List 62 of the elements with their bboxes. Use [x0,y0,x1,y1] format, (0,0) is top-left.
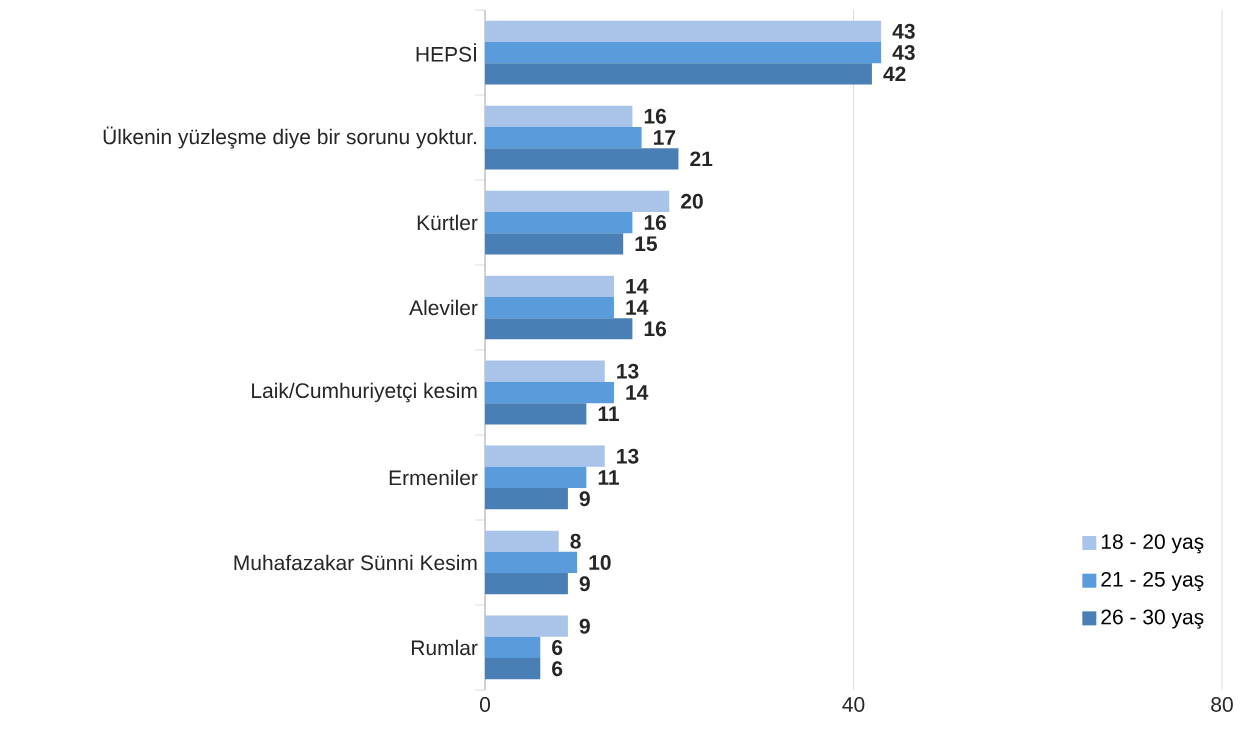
bar [485,381,614,404]
bar [485,530,559,552]
bar [485,296,614,319]
data-label: 16 [644,321,667,337]
bar [485,63,872,85]
bar [485,360,605,382]
bar [485,190,670,212]
data-label: 42 [883,66,906,82]
data-label: 43 [892,45,915,60]
data-label: 16 [644,215,667,230]
bar [485,615,568,637]
y-tick-label: Aleviler [409,299,478,316]
data-label: 15 [635,236,657,252]
data-label: 9 [579,491,590,507]
data-label: 10 [589,555,611,570]
legend-label: 18 - 20 yaş [1101,534,1204,554]
data-label: 11 [598,406,619,421]
bar [485,233,624,255]
data-label: 21 [690,151,713,167]
data-label: 14 [626,279,649,294]
data-label: 13 [617,363,639,379]
bar [485,20,882,42]
bar [485,148,679,170]
data-label: 13 [617,448,639,464]
bar [485,126,642,149]
bar [485,551,578,574]
bar [485,466,587,489]
data-label: 8 [570,533,581,549]
bar [485,658,541,680]
x-tick-label: 80 [1211,697,1233,712]
y-tick-label: Ermeniler [389,469,478,486]
bar [485,445,605,467]
data-label: 6 [552,640,563,655]
bar [485,275,614,297]
bar [485,636,541,659]
data-label: 11 [598,470,619,485]
data-label: 17 [653,130,676,145]
data-label: 6 [552,661,563,677]
bar [485,211,633,234]
y-tick-label: Ülkenin yüzleşme diye bir sorunu yoktur. [103,126,476,149]
bar [485,573,568,595]
y-tick-label: HEPSİ [416,43,476,62]
data-label: 20 [681,193,703,209]
data-label: 9 [579,618,590,634]
x-tick-label: 0 [479,697,491,712]
data-label: 9 [579,576,590,592]
bar [485,403,587,425]
data-label: 43 [892,23,915,39]
x-tick-label: 40 [842,697,865,712]
y-tick-label: Muhafazakar Sünni Kesim [234,554,477,571]
data-label: 14 [626,300,649,315]
bar [485,41,882,64]
y-tick-label: Laik/Cumhuriyetçi kesim [252,382,477,403]
y-tick-label: Rumlar [411,639,478,656]
bar [485,318,633,340]
bar [485,105,633,127]
data-label: 16 [644,108,667,124]
legend-label: 26 - 30 yaş [1101,609,1204,629]
y-tick-label: Kürtler [417,214,478,231]
bar [485,488,568,510]
data-label: 14 [626,385,649,400]
legend-label: 21 - 25 yaş [1101,571,1204,591]
